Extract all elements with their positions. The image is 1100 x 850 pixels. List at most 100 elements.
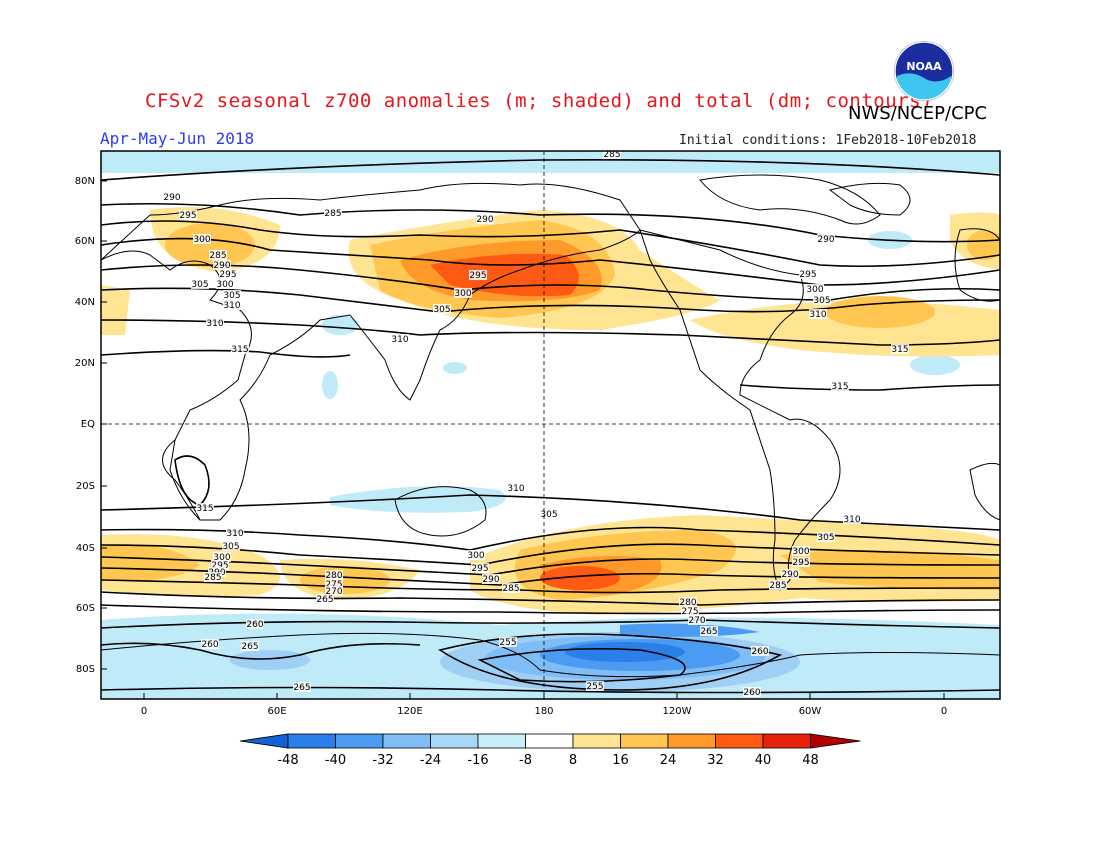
lat-tick-label: 60N [75, 236, 95, 247]
contour-label: 305 [223, 290, 241, 301]
contour-label: 300 [213, 552, 231, 563]
contour-label-text: 285 [204, 573, 221, 583]
colorbar-tick-label: 16 [612, 753, 629, 768]
contour-label: 290 [476, 214, 494, 225]
contour-label: 310 [391, 334, 409, 345]
contour-label-text: 290 [163, 193, 180, 203]
contour-label: 255 [586, 681, 604, 692]
lon-tick-label: 0 [141, 706, 147, 717]
contour-label-text: 275 [681, 607, 698, 617]
lat-tick-label: 80S [76, 664, 95, 675]
contour-label: 290 [208, 567, 226, 578]
contour-label-text: 285 [209, 251, 226, 261]
contour-label-text: 310 [809, 310, 826, 320]
contour-label-text: 265 [293, 683, 310, 693]
contour-label-text: 305 [813, 296, 830, 306]
lat-tick-label: 80N [75, 176, 95, 187]
contour-label-text: 300 [806, 285, 823, 295]
contour-label: 290 [781, 569, 799, 580]
contour-label: 310 [226, 528, 244, 539]
contour-label-text: 275 [325, 580, 342, 590]
colorbar-tick-label: -8 [519, 753, 532, 768]
lat-tick-label: 60S [76, 603, 95, 614]
contour-label-text: 305 [817, 533, 834, 543]
contour-label-text: 295 [179, 211, 196, 221]
contour-label: 305 [813, 295, 831, 306]
contour-label-text: 300 [454, 289, 471, 299]
contour-label: 295 [219, 269, 237, 280]
colorbar-swatch [620, 733, 669, 749]
contour-label: 300 [454, 288, 472, 299]
contour-label-text: 270 [688, 616, 705, 626]
contour-label: 280 [325, 570, 343, 581]
contour-label-text: 255 [499, 638, 516, 648]
lat-tick-label: 40S [76, 543, 95, 554]
contour-label: 305 [817, 532, 835, 543]
contour-label: 300 [792, 546, 810, 557]
contour-label-text: 295 [219, 270, 236, 280]
contour-label-text: 285 [603, 150, 620, 160]
contour-label: 295 [469, 270, 487, 281]
contour-label-text: 285 [769, 581, 786, 591]
contour-label-text: 270 [325, 587, 342, 597]
lon-tick-label: 60W [799, 706, 822, 717]
contour-label: 275 [681, 606, 699, 617]
noaa-logo-text: NOAA [906, 60, 942, 73]
contour-label-text: 300 [213, 553, 230, 563]
contour-label: 265 [293, 682, 311, 693]
lon-tick-label: 60E [267, 706, 286, 717]
contour-label: 275 [325, 579, 343, 590]
colorbar-tick-label: -24 [420, 753, 441, 768]
colorbar-swatch [572, 733, 621, 749]
contour-label-text: 305 [222, 542, 239, 552]
contour-label: 305 [191, 279, 209, 290]
colorbar-tick-label: 8 [569, 753, 577, 768]
contour-label: 295 [211, 560, 229, 571]
contour-label: 265 [241, 641, 259, 652]
colorbar-swatch [667, 733, 716, 749]
contour-label: 285 [324, 208, 342, 219]
contour-label-text: 280 [325, 571, 342, 581]
colorbar-tick-label: 24 [660, 753, 677, 768]
contour-label: 300 [806, 284, 824, 295]
lon-tick-label: 180 [534, 706, 553, 717]
contour-label-text: 260 [743, 688, 760, 698]
contour-label-text: 305 [540, 510, 557, 520]
colorbar-min-arrow [239, 733, 289, 749]
colorbar-swatch [382, 733, 431, 749]
colorbar-max-arrow [810, 733, 861, 749]
contour-label-text: 300 [467, 551, 484, 561]
contour-label: 310 [843, 514, 861, 525]
lon-tick-label: 120W [663, 706, 692, 717]
contour-label: 260 [201, 639, 219, 650]
contour-label-text: 315 [891, 345, 908, 355]
contour-label: 300 [216, 279, 234, 290]
contour-label-text: 290 [208, 568, 225, 578]
period-label: Apr-May-Jun 2018 [100, 129, 255, 148]
contour-label: 315 [231, 344, 249, 355]
colorbar-ticks: -48 -40 -32 -24 -16 -8 8 16 24 32 40 48 [277, 753, 818, 768]
map-title: CFSv2 seasonal z700 anomalies (m; shaded… [145, 90, 933, 112]
contour-label: 285 [209, 250, 227, 261]
contour-label-text: 295 [799, 270, 816, 280]
colorbar-tick-label: -48 [277, 753, 298, 768]
contour-label-text: 315 [196, 504, 213, 514]
contour-label: 255 [499, 637, 517, 648]
contour-label-text: 295 [469, 271, 486, 281]
colorbar-tick-label: -16 [467, 753, 488, 768]
colorbar-swatch [762, 733, 811, 749]
colorbar [239, 733, 861, 749]
colorbar-tick-label: 48 [802, 753, 819, 768]
contour-label: 290 [817, 234, 835, 245]
contour-label-text: 300 [193, 235, 210, 245]
contour-label-text: 310 [226, 529, 243, 539]
contour-label-text: 315 [831, 382, 848, 392]
contour-label: 295 [799, 269, 817, 280]
colorbar-tick-label: 32 [707, 753, 724, 768]
contour-label: 285 [204, 572, 222, 583]
colorbar-swatch [335, 733, 384, 749]
contour-label-text: 260 [246, 620, 263, 630]
noaa-logo: NOAA [894, 41, 954, 101]
contour-label-text: 285 [324, 209, 341, 219]
